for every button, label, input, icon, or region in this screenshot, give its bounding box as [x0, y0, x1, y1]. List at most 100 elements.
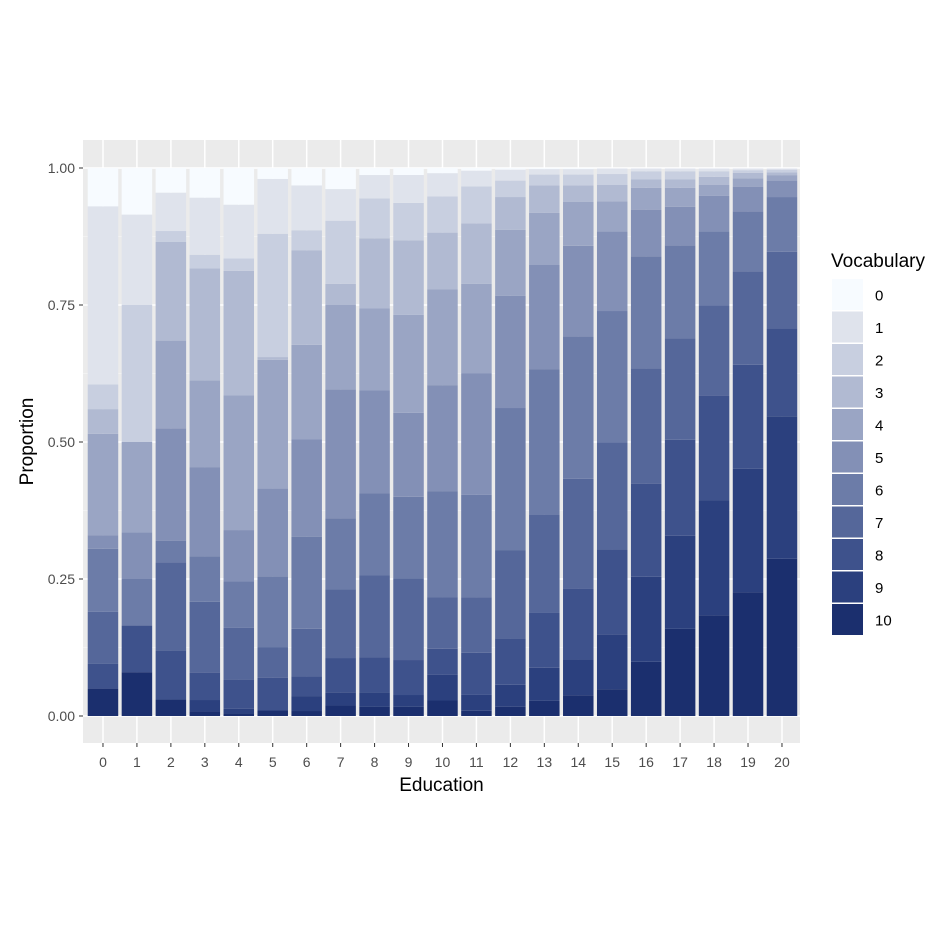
- bar-segment-vocab-3-edu-10: [427, 232, 458, 290]
- bar-segment-vocab-0-edu-16: [630, 168, 662, 169]
- bar-segment-vocab-5-edu-16: [630, 209, 662, 257]
- bar-segment-vocab-4-edu-15: [596, 201, 628, 232]
- bar-segment-vocab-6-edu-17: [664, 245, 696, 339]
- bar-segment-vocab-6-edu-11: [461, 494, 492, 598]
- bar-segment-vocab-6-edu-1: [121, 579, 153, 626]
- bar-segment-vocab-1-edu-6: [291, 185, 322, 231]
- bar-segment-vocab-3-edu-17: [664, 179, 696, 188]
- x-tick-label: 14: [570, 754, 586, 770]
- bar-segment-vocab-1-edu-14: [563, 169, 594, 175]
- bar-segment-vocab-3-edu-12: [495, 197, 526, 230]
- bar-segment-vocab-0-edu-14: [563, 168, 594, 170]
- x-axis: 0 1 2 3 4 5 6 7 8 9 10 11 12 13 14 15 16 17 18 19 20: [99, 743, 790, 770]
- bar-segment-vocab-10-edu-8: [359, 706, 390, 716]
- bar-segment-vocab-7-edu-7: [325, 589, 356, 659]
- bar-segment-vocab-2-edu-17: [664, 171, 696, 180]
- bar-segment-vocab-4-edu-14: [563, 201, 594, 246]
- bar-segment-vocab-5-edu-5: [257, 488, 288, 577]
- bar-segment-vocab-8-edu-3: [189, 672, 221, 701]
- bar-segment-vocab-5-edu-2: [155, 428, 187, 541]
- legend-key-6: [832, 474, 863, 505]
- bar-segment-vocab-8-edu-8: [359, 657, 390, 693]
- legend-key-10: [832, 604, 863, 635]
- bar-segment-vocab-4-edu-18: [698, 184, 730, 196]
- bar-segment-vocab-0-edu-17: [664, 168, 696, 169]
- legend-label: 1: [875, 320, 883, 337]
- bar-segment-vocab-0-edu-10: [427, 168, 458, 174]
- bar-segment-vocab-0-edu-5: [257, 168, 288, 179]
- bar-segment-vocab-2-edu-16: [630, 171, 662, 180]
- bar-segment-vocab-0-edu-20: [766, 168, 798, 169]
- bar-segment-vocab-7-edu-5: [257, 647, 288, 678]
- bar-segment-vocab-2-edu-8: [359, 198, 390, 239]
- bar-segment-vocab-4-edu-13: [529, 212, 560, 265]
- bar-segment-vocab-4-edu-0: [87, 433, 119, 536]
- bar-segment-vocab-5-edu-0: [87, 535, 119, 549]
- bar-segment-vocab-8-edu-15: [596, 549, 628, 635]
- bar-segment-vocab-9-edu-14: [563, 659, 594, 696]
- bar-segment-vocab-1-edu-2: [155, 192, 187, 232]
- bar-segment-vocab-6-edu-9: [393, 496, 424, 579]
- bar-segment-vocab-5-edu-1: [121, 532, 153, 579]
- bar-segment-vocab-10-edu-17: [664, 628, 696, 716]
- bar-segment-vocab-1-edu-3: [189, 197, 221, 255]
- bar-segment-vocab-9-edu-6: [291, 696, 322, 712]
- bar-segment-vocab-6-edu-2: [155, 540, 187, 563]
- bar-segment-vocab-2-edu-1: [121, 305, 153, 442]
- bar-segment-vocab-4-edu-16: [630, 187, 662, 210]
- bar-segment-vocab-2-edu-12: [495, 180, 526, 198]
- bar-segment-vocab-1-edu-10: [427, 173, 458, 197]
- legend: Vocabulary 0 1 2 3 4 5 6 7 8 9 10: [831, 251, 926, 635]
- bar-segment-vocab-5-edu-7: [325, 389, 356, 519]
- bar-segment-vocab-7-edu-15: [596, 442, 628, 550]
- bar-segment-vocab-8-edu-11: [461, 652, 492, 695]
- bar-segment-vocab-9-edu-4: [223, 708, 255, 714]
- bar-segment-vocab-6-edu-7: [325, 518, 356, 590]
- bar-segment-vocab-10-edu-6: [291, 711, 322, 716]
- x-tick-label: 4: [235, 754, 243, 770]
- bar-segment-vocab-7-edu-12: [495, 550, 526, 639]
- legend-key-4: [832, 409, 863, 440]
- bar-segment-vocab-0-edu-0: [87, 168, 119, 207]
- bar-segment-vocab-7-edu-17: [664, 338, 696, 440]
- bar-segment-vocab-6-edu-20: [766, 197, 798, 252]
- bar-segment-vocab-4-edu-1: [121, 442, 153, 533]
- y-tick-label: 0.25: [48, 571, 75, 587]
- bar-segment-vocab-4-edu-3: [189, 380, 221, 468]
- bar-segment-vocab-9-edu-11: [461, 694, 492, 711]
- bar-segment-vocab-10-edu-7: [325, 705, 356, 716]
- bar-segment-vocab-8-edu-5: [257, 677, 288, 711]
- bar-segment-vocab-7-edu-18: [698, 305, 730, 396]
- bar-segment-vocab-7-edu-16: [630, 368, 662, 484]
- legend-key-8: [832, 539, 863, 570]
- bar-segment-vocab-3-edu-7: [325, 283, 356, 305]
- bar-segment-vocab-10-edu-14: [563, 695, 594, 716]
- bar-segment-vocab-4-edu-5: [257, 359, 288, 489]
- bar-segment-vocab-3-edu-11: [461, 223, 492, 284]
- bar-segment-vocab-0-edu-4: [223, 168, 255, 205]
- bar-segment-vocab-2-edu-6: [291, 230, 322, 251]
- x-tick-label: 6: [303, 754, 311, 770]
- bar-segment-vocab-2-edu-7: [325, 220, 356, 284]
- x-tick-label: 13: [537, 754, 553, 770]
- bar-segment-vocab-8-edu-2: [155, 650, 187, 700]
- bar-segment-vocab-6-edu-8: [359, 493, 390, 576]
- x-tick-label: 9: [405, 754, 413, 770]
- y-axis-title: Proportion: [17, 398, 38, 486]
- bar-segment-vocab-4-edu-19: [732, 178, 764, 187]
- bar-segment-vocab-4-edu-8: [359, 308, 390, 391]
- legend-key-0: [832, 279, 863, 310]
- bar-segment-vocab-9-edu-8: [359, 692, 390, 707]
- bar-segment-vocab-2-edu-4: [223, 258, 255, 271]
- legend-label: 4: [875, 417, 883, 434]
- y-axis: 0.00 0.25 0.50 0.75 1.00: [48, 160, 83, 724]
- bar-segment-vocab-8-edu-9: [393, 660, 424, 696]
- y-tick-label: 1.00: [48, 160, 75, 176]
- bar-segment-vocab-5-edu-15: [596, 231, 628, 312]
- bar-segment-vocab-8-edu-7: [325, 658, 356, 693]
- bar-segment-vocab-7-edu-8: [359, 575, 390, 658]
- y-tick-label: 0.75: [48, 297, 75, 313]
- bar-segment-vocab-9-edu-19: [732, 468, 764, 593]
- bar-segment-vocab-4-edu-10: [427, 289, 458, 386]
